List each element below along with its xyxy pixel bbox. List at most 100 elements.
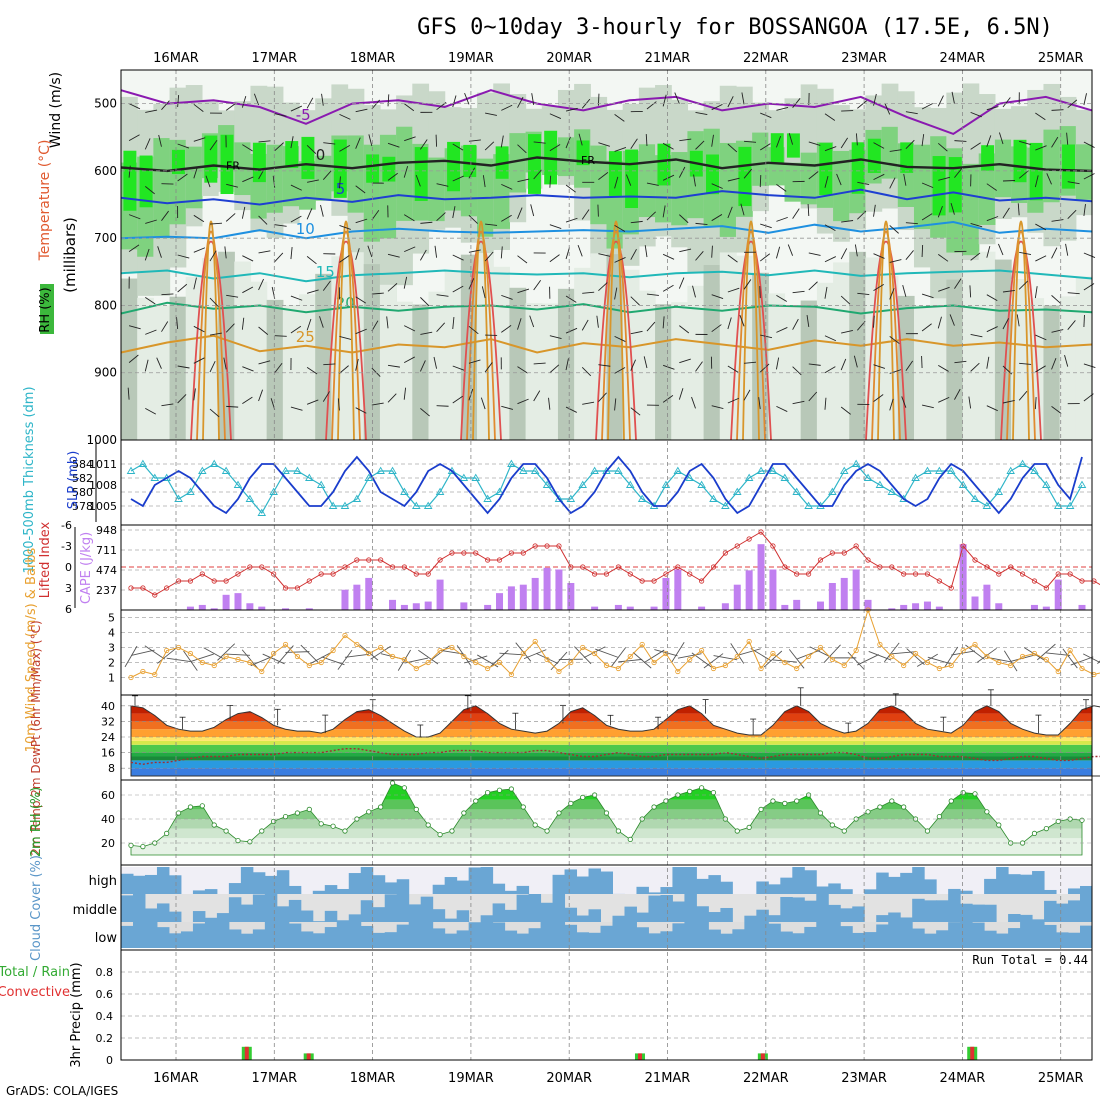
thickness-point <box>293 466 302 474</box>
lifted-index-point <box>639 578 645 584</box>
cloud-low-bar <box>720 933 733 948</box>
wind-barb <box>420 249 427 261</box>
rh-point <box>817 810 824 816</box>
cloud-high-bar <box>912 867 925 894</box>
wind-barb <box>209 140 218 151</box>
wind-barb <box>654 649 678 657</box>
thickness-point <box>459 473 469 481</box>
wind-barb <box>523 649 547 660</box>
cloud-high-bar <box>1032 871 1045 894</box>
wind-barb <box>954 140 967 142</box>
wind-barb <box>711 183 723 189</box>
wind-barb <box>1035 145 1047 151</box>
wind-barb <box>750 648 772 662</box>
wind-barb <box>258 140 271 143</box>
thickness-point <box>697 480 706 488</box>
cloud-mid-bar <box>121 895 134 922</box>
wind-speed-point <box>532 638 538 645</box>
ylabel-wind: Wind (m/s) <box>48 72 64 148</box>
cloud-low-bar <box>1020 922 1033 948</box>
wind-speed-point <box>746 638 752 645</box>
rh-shade <box>833 262 850 440</box>
rh-point <box>318 821 324 827</box>
thickness-point <box>756 466 766 474</box>
lifted-index-point <box>805 571 812 577</box>
rh-shade <box>171 149 185 175</box>
rh-shade <box>784 162 802 202</box>
y-tick-label: 0.4 <box>96 1010 114 1023</box>
wind-speed-point <box>473 659 479 666</box>
wind-barb <box>840 406 851 415</box>
date-label-bottom: 18MAR <box>350 1071 396 1086</box>
lifted-index-point <box>615 564 621 570</box>
rh-band <box>131 819 1082 829</box>
lifted-index-point <box>389 564 396 570</box>
wind-barb <box>582 291 595 294</box>
wind-barb <box>549 113 562 119</box>
rh-point <box>330 823 336 829</box>
thickness-point <box>732 487 742 495</box>
wind-barb <box>209 297 219 307</box>
wind-barb <box>322 280 331 291</box>
wind-barb <box>386 316 389 329</box>
wind-barb <box>205 175 211 188</box>
cloud-high-bar <box>144 874 158 894</box>
rh-point <box>532 822 538 828</box>
rh-point <box>520 804 526 810</box>
wind-speed-point <box>889 653 895 660</box>
wind-speed-point <box>449 644 455 651</box>
wind-barb <box>847 651 865 670</box>
rh-shade <box>333 139 347 198</box>
rh-shade <box>687 285 705 440</box>
thickness-point <box>1042 480 1051 488</box>
y-tick-label: 0 <box>65 561 72 574</box>
cloud-high-bar <box>768 884 781 894</box>
cape-bar <box>400 604 408 610</box>
date-label-bottom: 24MAR <box>940 1071 986 1086</box>
rh-point <box>782 800 788 807</box>
wind-barb <box>808 171 819 180</box>
rh-shade <box>252 142 266 183</box>
thickness-point <box>1018 459 1027 467</box>
isotherm-label: 15 <box>316 263 335 281</box>
y-tick-label: 20 <box>101 837 115 850</box>
wind-barb <box>436 322 446 332</box>
lifted-index-point <box>853 543 859 549</box>
wind-barb <box>1017 203 1020 216</box>
cape-bar <box>900 604 908 610</box>
lifted-index-point <box>520 550 526 556</box>
lifted-index-point <box>924 571 931 577</box>
wind-barb <box>209 361 216 373</box>
wind-speed-point <box>199 659 205 666</box>
rh-point <box>663 798 669 804</box>
wind-barb <box>517 255 528 264</box>
cape-bar <box>1054 579 1062 610</box>
wind-barb <box>306 145 317 154</box>
rh-shade <box>315 273 332 440</box>
rh-point <box>294 810 301 816</box>
wind-speed-point <box>698 647 705 654</box>
cloud-mid-bar <box>168 911 182 922</box>
cloud-mid-bar <box>420 896 434 922</box>
cloud-low-bar <box>132 922 146 948</box>
ylabel-rh: RH (%) <box>38 287 53 332</box>
thickness-point <box>958 480 968 488</box>
wind-speed-point <box>663 650 669 657</box>
wind-barb <box>582 401 595 405</box>
wind-barb <box>306 255 317 265</box>
wind-barb <box>499 652 524 656</box>
wind-barb <box>792 98 801 108</box>
cape-bar <box>234 593 242 610</box>
wind-barb <box>614 398 617 411</box>
wind-barb <box>614 287 618 300</box>
lifted-index-point <box>532 543 538 549</box>
cloud-high-bar <box>240 867 254 894</box>
cloud-high-bar <box>876 872 889 894</box>
thickness-point <box>935 466 944 474</box>
wind-barb <box>484 141 495 151</box>
rh-point <box>651 804 657 810</box>
wind-barb <box>1034 397 1037 410</box>
wind-barb <box>840 295 851 305</box>
rh-point <box>841 828 847 834</box>
wind-barb <box>209 332 222 336</box>
